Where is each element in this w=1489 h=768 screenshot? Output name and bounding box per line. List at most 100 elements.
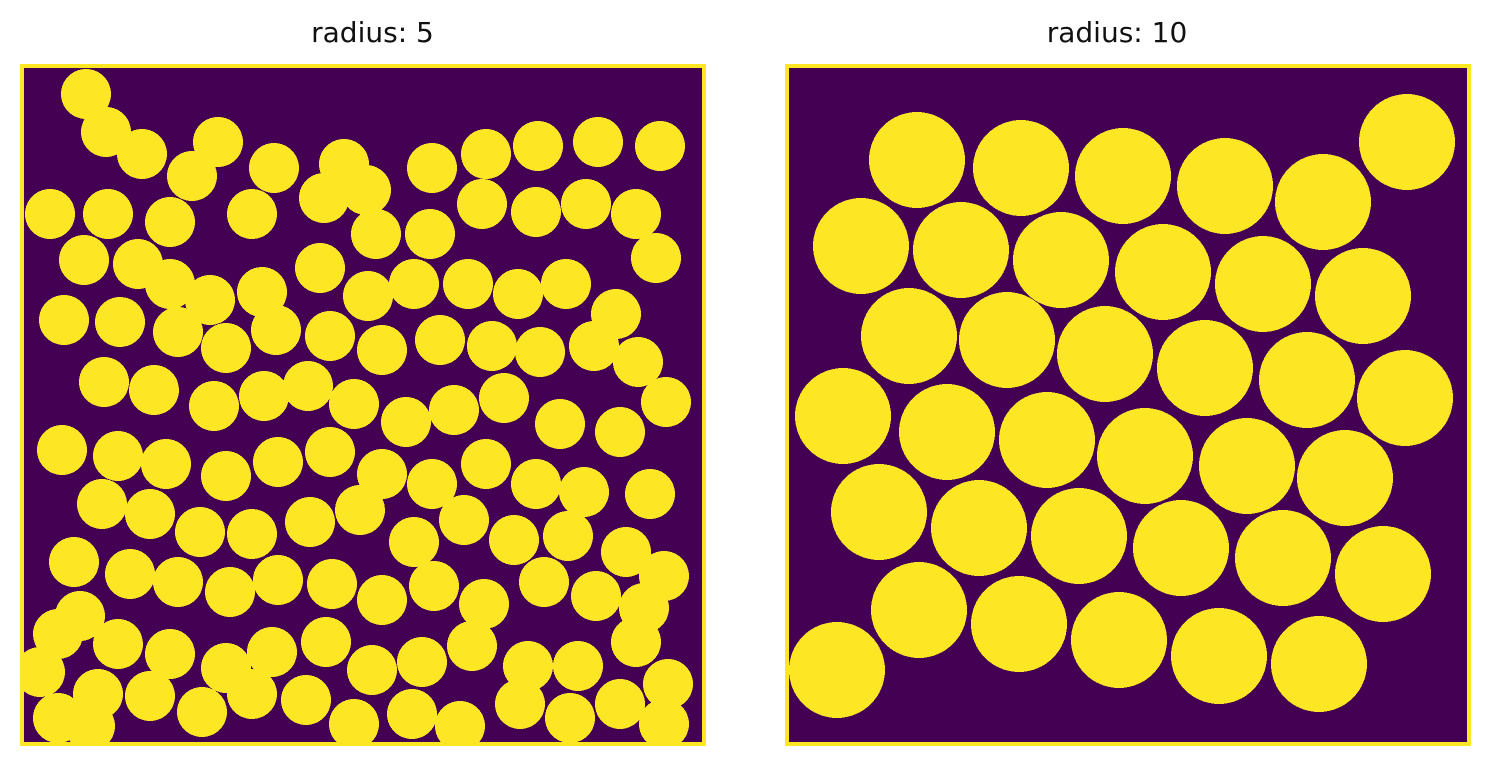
particle-disk — [489, 515, 539, 565]
particle-disk — [153, 307, 203, 357]
particle-disk — [435, 701, 485, 746]
particle-disk — [973, 120, 1069, 216]
particle-disk — [1275, 154, 1371, 250]
particle-disk — [571, 571, 621, 621]
particle-disk — [601, 527, 651, 577]
particle-disk — [93, 431, 143, 481]
particle-disk — [511, 187, 561, 237]
particle-disk — [515, 327, 565, 377]
particle-disk — [561, 179, 611, 229]
particle-disk — [595, 407, 645, 457]
particle-disk — [247, 627, 297, 677]
panel-title: radius: 5 — [311, 16, 434, 49]
particle-disk — [253, 437, 303, 487]
particle-disk — [83, 189, 133, 239]
particle-disk — [625, 469, 675, 519]
particle-disk — [613, 337, 663, 387]
particle-disk — [573, 117, 623, 167]
particle-disk — [341, 165, 391, 215]
particle-disk — [519, 557, 569, 607]
particle-disk — [39, 295, 89, 345]
particle-disk — [415, 315, 465, 365]
panel-radius-10: radius: 10 — [745, 0, 1489, 768]
particle-disk — [389, 259, 439, 309]
particle-disk — [541, 259, 591, 309]
particle-disk — [307, 559, 357, 609]
particle-disk — [249, 143, 299, 193]
particle-disk — [461, 439, 511, 489]
particle-disk — [831, 464, 927, 560]
particle-disk — [405, 209, 455, 259]
particle-disk — [389, 517, 439, 567]
particle-group — [789, 94, 1455, 718]
particle-disk — [1171, 608, 1267, 704]
particle-disk — [447, 621, 497, 671]
particle-disk — [1177, 138, 1273, 234]
particle-disk — [193, 117, 243, 167]
particle-image-svg — [20, 64, 706, 746]
particle-disk — [931, 480, 1027, 576]
particle-disk — [559, 467, 609, 517]
particle-disk — [201, 451, 251, 501]
particle-disk — [335, 485, 385, 535]
particle-disk — [61, 69, 111, 119]
particle-disk — [145, 259, 195, 309]
particle-disk — [1271, 616, 1367, 712]
particle-image — [785, 64, 1471, 746]
particle-disk — [37, 425, 87, 475]
particle-disk — [125, 489, 175, 539]
particle-disk — [467, 321, 517, 371]
image-frame — [20, 64, 706, 746]
particle-disk — [1359, 94, 1455, 190]
particle-disk — [237, 267, 287, 317]
particle-disk — [20, 647, 65, 697]
particle-disk — [869, 112, 965, 208]
particle-disk — [439, 495, 489, 545]
particle-disk — [1259, 332, 1355, 428]
particle-disk — [185, 275, 235, 325]
particle-disk — [641, 377, 691, 427]
particle-disk — [201, 323, 251, 373]
particle-disk — [329, 379, 379, 429]
particle-disk — [239, 371, 289, 421]
particle-disk — [1031, 488, 1127, 584]
particle-disk — [95, 297, 145, 347]
particle-disk — [611, 617, 661, 667]
particle-disk — [301, 617, 351, 667]
particle-disk — [535, 399, 585, 449]
particle-disk — [105, 549, 155, 599]
particle-disk — [611, 189, 661, 239]
particle-disk — [543, 511, 593, 561]
particle-disk — [55, 591, 105, 641]
particle-disk — [789, 622, 885, 718]
particle-disk — [49, 537, 99, 587]
particle-disk — [343, 271, 393, 321]
particle-disk — [429, 385, 479, 435]
particle-disk — [357, 325, 407, 375]
image-frame — [785, 64, 1471, 746]
particle-disk — [285, 497, 335, 547]
particle-disk — [141, 439, 191, 489]
particle-disk — [129, 365, 179, 415]
particle-disk — [283, 361, 333, 411]
particle-disk — [177, 687, 227, 737]
particle-disk — [145, 629, 195, 679]
particle-disk — [81, 107, 131, 157]
particle-disk — [59, 235, 109, 285]
particle-disk — [281, 675, 331, 725]
particle-disk — [1157, 320, 1253, 416]
particle-disk — [1335, 526, 1431, 622]
particle-disk — [295, 243, 345, 293]
particle-disk — [25, 189, 75, 239]
particle-disk — [409, 561, 459, 611]
particle-image-svg — [785, 64, 1471, 746]
particle-disk — [513, 121, 563, 171]
particle-disk — [443, 259, 493, 309]
particle-disk — [167, 151, 217, 201]
particle-disk — [1071, 592, 1167, 688]
particle-disk — [93, 619, 143, 669]
particle-disk — [79, 357, 129, 407]
particle-disk — [493, 269, 543, 319]
particle-image — [20, 64, 706, 746]
particle-disk — [999, 392, 1095, 488]
